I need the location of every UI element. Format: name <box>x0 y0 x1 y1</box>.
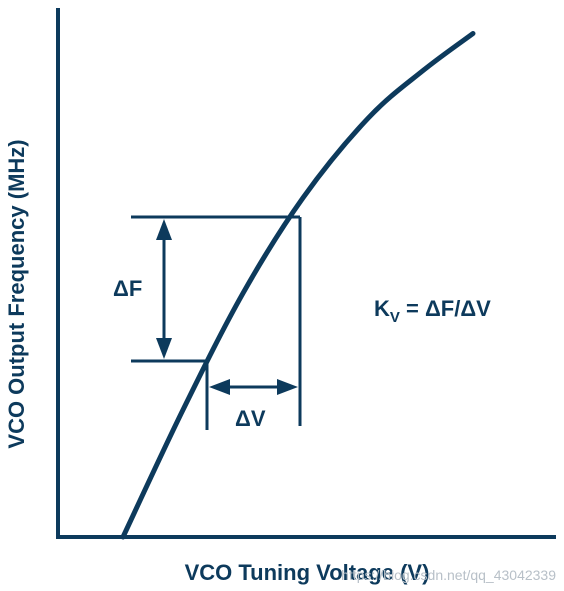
x-axis-title: VCO Tuning Voltage (V) <box>185 560 430 585</box>
delta-f-arrowhead-bottom <box>156 338 172 359</box>
y-axis-title: VCO Output Frequency (MHz) <box>4 139 29 448</box>
delta-v-label: ΔV <box>235 406 266 431</box>
delta-v-arrowhead-left <box>209 379 230 395</box>
delta-markers <box>131 215 302 430</box>
watermark: https://blog.csdn.net/qq_43042339 <box>341 567 556 583</box>
frequency-curve <box>120 31 476 540</box>
kv-formula: KV = ΔF/ΔV <box>374 296 491 326</box>
axes <box>56 8 556 539</box>
delta-f-arrowhead-top <box>156 219 172 240</box>
kv-formula-rest: = ΔF/ΔV <box>400 296 491 321</box>
kv-formula-k: K <box>374 296 390 321</box>
kv-formula-sub: V <box>390 309 400 326</box>
delta-v-arrowhead-right <box>277 379 298 395</box>
delta-f-label: ΔF <box>113 276 142 301</box>
